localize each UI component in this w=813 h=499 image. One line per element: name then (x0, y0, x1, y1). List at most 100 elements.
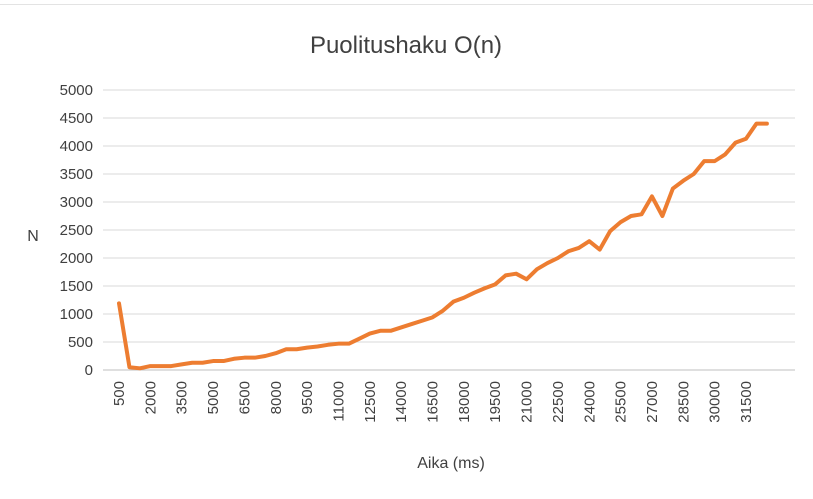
data-point (441, 309, 445, 313)
data-point (754, 122, 759, 126)
data-point (378, 329, 382, 333)
y-tick-label: 4500 (60, 110, 93, 127)
data-point (232, 357, 236, 361)
x-tick-label: 16500 (425, 381, 442, 423)
y-axis-tick-labels: 0 500 1000 1500 2000 2500 3000 3500 4000 4500 5000 (60, 82, 93, 379)
y-tick-label: 3000 (60, 194, 93, 211)
data-point (692, 172, 696, 176)
data-point (347, 342, 351, 346)
data-point (242, 356, 246, 360)
data-point (159, 364, 163, 368)
data-point (399, 325, 403, 330)
data-point (608, 229, 612, 233)
y-tick-label: 1000 (60, 306, 93, 323)
data-point (211, 359, 215, 363)
data-point (295, 347, 299, 351)
y-tick-label: 4000 (60, 138, 93, 155)
data-point (253, 356, 257, 360)
x-tick-label: 25500 (613, 381, 630, 423)
y-tick-label: 2500 (60, 222, 93, 239)
y-tick-label: 3500 (60, 166, 93, 183)
data-point (169, 364, 173, 368)
data-point (420, 319, 424, 323)
data-point (138, 366, 142, 370)
x-tick-label: 19500 (487, 381, 504, 423)
data-point (493, 282, 497, 286)
data-point (566, 249, 570, 253)
data-point (556, 256, 560, 260)
data-point (127, 365, 132, 369)
series-layer (117, 121, 769, 371)
data-point (619, 220, 623, 224)
y-tick-label: 0 (85, 362, 93, 379)
x-axis-title: Aika (ms) (417, 455, 485, 472)
data-point (148, 364, 152, 368)
data-point (430, 315, 435, 319)
data-point (702, 159, 706, 163)
data-point (410, 322, 414, 326)
data-point (284, 347, 288, 351)
x-tick-label: 28500 (675, 381, 692, 423)
y-tick-label: 5000 (60, 82, 93, 99)
data-point (336, 342, 341, 346)
data-point (587, 239, 591, 243)
x-tick-label: 31500 (738, 381, 755, 423)
data-point (514, 272, 518, 276)
x-tick-label: 18000 (456, 381, 473, 423)
data-point (221, 359, 226, 363)
x-tick-label: 3500 (174, 381, 191, 414)
data-point (315, 344, 320, 349)
data-point (180, 362, 184, 366)
data-point (535, 267, 539, 271)
data-point (389, 329, 393, 333)
x-tick-label: 8000 (268, 381, 285, 414)
data-point (117, 301, 121, 305)
x-tick-label: 24000 (581, 381, 598, 423)
data-point (524, 277, 529, 281)
data-point (504, 273, 508, 277)
x-axis-tick-labels: 500 2000 3500 5000 6500 8000 9500 11000 12500 140… (111, 381, 755, 423)
x-tick-label: 6500 (236, 381, 253, 414)
data-point (577, 246, 581, 250)
data-point (765, 122, 769, 126)
x-tick-label: 22500 (550, 381, 567, 423)
x-tick-label: 9500 (299, 381, 316, 414)
data-point (326, 343, 330, 347)
data-point (201, 361, 205, 365)
data-point (733, 141, 738, 145)
data-point (451, 300, 455, 304)
data-point (629, 214, 633, 218)
gridlines (103, 89, 795, 371)
data-point (650, 194, 654, 198)
y-tick-label: 2000 (60, 250, 93, 267)
data-point (368, 332, 372, 336)
x-tick-label: 27000 (644, 381, 661, 423)
x-tick-label: 12500 (362, 381, 379, 423)
data-point (357, 337, 361, 341)
y-tick-label: 500 (68, 334, 93, 351)
data-point (190, 361, 194, 365)
data-point (274, 351, 278, 355)
data-point (598, 248, 602, 252)
data-point (263, 354, 267, 358)
data-point (713, 159, 717, 163)
x-tick-label: 21000 (519, 381, 536, 423)
data-point (639, 212, 644, 216)
x-tick-label: 14000 (393, 381, 410, 423)
data-point (472, 291, 476, 295)
data-point (681, 179, 685, 183)
data-point (744, 137, 748, 141)
x-tick-label: 2000 (142, 381, 159, 414)
data-point (545, 261, 550, 265)
data-point (660, 214, 665, 218)
y-axis-title: N (27, 228, 39, 245)
y-tick-label: 1500 (60, 278, 93, 295)
x-tick-label: 30000 (707, 381, 724, 423)
chart-title: Puolitushaku O(n) (310, 32, 502, 59)
data-point (462, 296, 466, 300)
data-point (671, 186, 675, 191)
data-point (723, 152, 727, 156)
x-tick-label: 500 (111, 381, 128, 406)
